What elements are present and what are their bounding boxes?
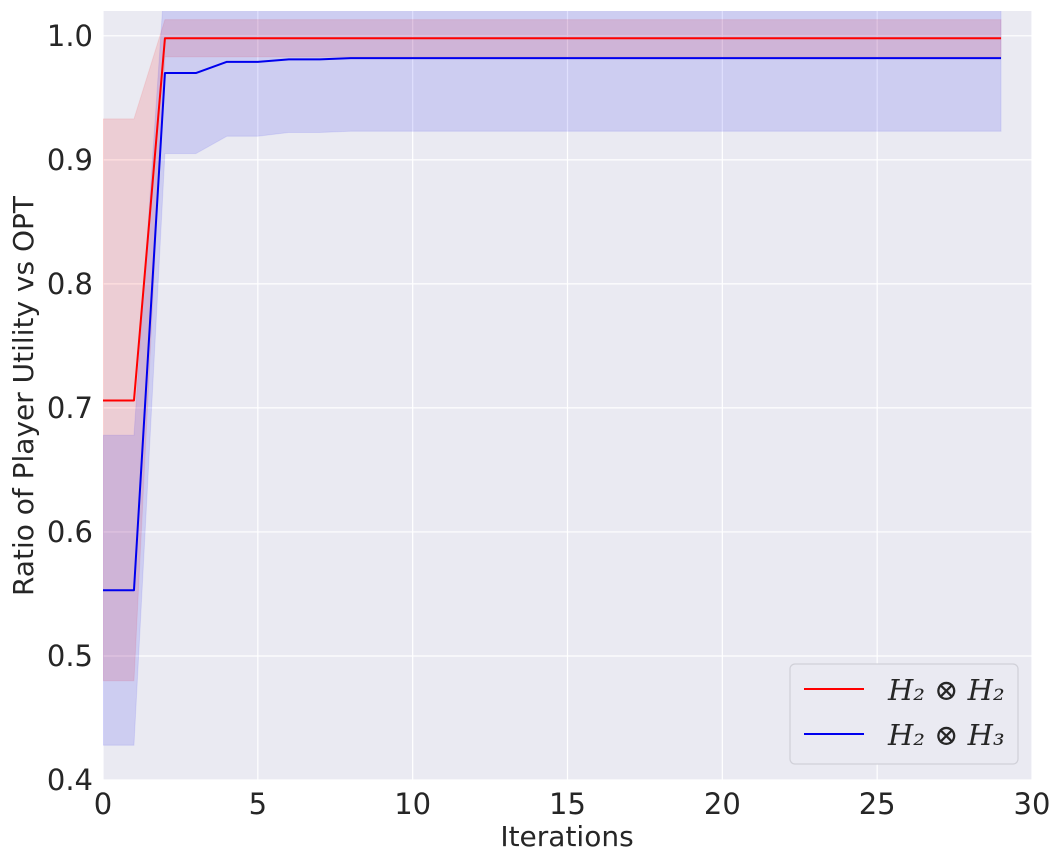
y-tick-label: 0.4 — [47, 763, 93, 797]
confidence-band-series-1 — [103, 19, 1002, 682]
line-series-2 — [103, 57, 1002, 592]
y-tick-label: 0.7 — [47, 391, 93, 425]
legend: H₂ ⊗ H₂ H₂ ⊗ H₃ — [789, 663, 1019, 765]
y-tick-label: 0.8 — [47, 267, 93, 301]
x-tick-label: 10 — [394, 787, 431, 821]
x-tick-labels: 0 5 10 15 20 25 30 — [94, 787, 1051, 821]
line-series-1 — [103, 37, 1002, 402]
x-tick-label: 15 — [549, 787, 586, 821]
series-lines — [103, 37, 1002, 592]
y-tick-labels: 0.4 0.5 0.6 0.7 0.8 0.9 1.0 — [47, 19, 93, 797]
confidence-bands — [103, 11, 1002, 746]
y-tick-label: 1.0 — [47, 19, 93, 53]
x-tick-label: 25 — [859, 787, 896, 821]
grid — [102, 11, 1033, 781]
x-tick-label: 30 — [1014, 787, 1051, 821]
y-tick-label: 0.9 — [47, 143, 93, 177]
x-axis-title: Iterations — [500, 820, 633, 853]
legend-label-series-2: H₂ ⊗ H₃ — [887, 718, 1005, 752]
y-axis-title: Ratio of Player Utility vs OPT — [7, 195, 40, 596]
confidence-band-series-2 — [103, 11, 1002, 746]
x-tick-label: 5 — [249, 787, 267, 821]
y-tick-label: 0.5 — [47, 639, 93, 673]
y-tick-label: 0.6 — [47, 515, 93, 549]
legend-label-series-1: H₂ ⊗ H₂ — [887, 673, 1005, 707]
x-tick-label: 0 — [94, 787, 112, 821]
x-tick-label: 20 — [704, 787, 741, 821]
